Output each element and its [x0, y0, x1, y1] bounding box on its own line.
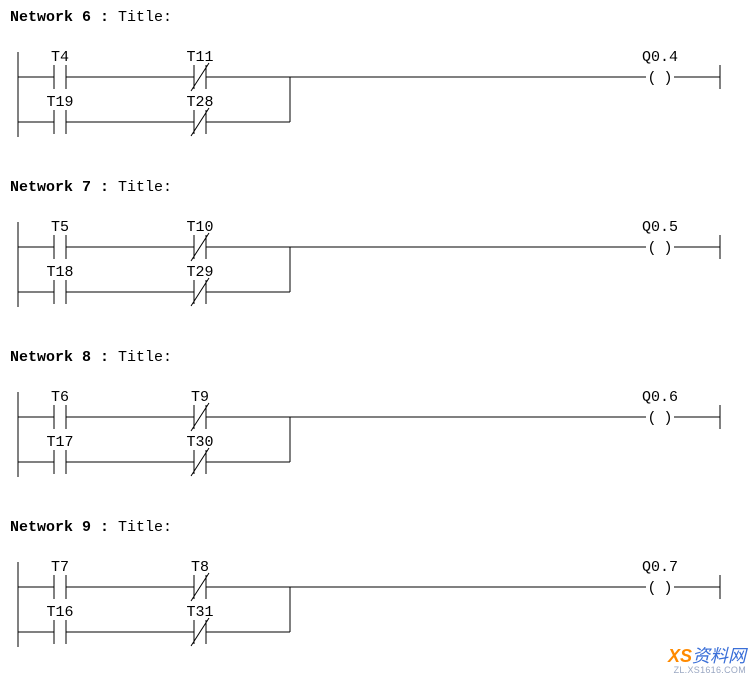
contact-label: T11 — [186, 49, 213, 66]
network-header: Network 7 : Title: — [10, 179, 172, 196]
coil-label: Q0.7 — [642, 559, 678, 576]
coil-open-paren: ( — [647, 240, 656, 257]
contact-label: T16 — [46, 604, 73, 621]
ladder-network: T4 T11 () Q0.4 T19 T28 — [0, 37, 754, 142]
contact-label: T4 — [51, 49, 69, 66]
coil-label: Q0.5 — [642, 219, 678, 236]
network-title-label: Title: — [109, 519, 172, 536]
contact-label: T8 — [191, 559, 209, 576]
network-title-label: Title: — [109, 9, 172, 26]
contact-label: T30 — [186, 434, 213, 451]
contact-label: T28 — [186, 94, 213, 111]
contact-label: T29 — [186, 264, 213, 281]
coil-close-paren: ) — [663, 70, 672, 87]
coil-open-paren: ( — [647, 410, 656, 427]
watermark-text: 资料网 — [692, 646, 746, 666]
network-bold-label: Network 6 : — [10, 9, 109, 26]
ladder-network: T6 T9 () Q0.6 T17 T30 — [0, 377, 754, 482]
watermark-url: ZL.XS1616.COM — [668, 666, 746, 675]
contact-label: T18 — [46, 264, 73, 281]
contact-label: T6 — [51, 389, 69, 406]
watermark-xs: XS — [668, 646, 692, 666]
network-header: Network 9 : Title: — [10, 519, 172, 536]
contact-label: T9 — [191, 389, 209, 406]
contact-label: T10 — [186, 219, 213, 236]
coil-label: Q0.4 — [642, 49, 678, 66]
coil-open-paren: ( — [647, 580, 656, 597]
contact-label: T31 — [186, 604, 213, 621]
network-bold-label: Network 9 : — [10, 519, 109, 536]
coil-close-paren: ) — [663, 410, 672, 427]
network-title-label: Title: — [109, 179, 172, 196]
ladder-network: T7 T8 () Q0.7 T16 T31 — [0, 547, 754, 652]
network-header: Network 6 : Title: — [10, 9, 172, 26]
contact-label: T5 — [51, 219, 69, 236]
network-bold-label: Network 7 : — [10, 179, 109, 196]
contact-label: T7 — [51, 559, 69, 576]
watermark: XS资料网 ZL.XS1616.COM — [668, 647, 746, 675]
network-title-label: Title: — [109, 349, 172, 366]
watermark-logo: XS资料网 — [668, 647, 746, 666]
coil-open-paren: ( — [647, 70, 656, 87]
contact-label: T17 — [46, 434, 73, 451]
contact-label: T19 — [46, 94, 73, 111]
coil-close-paren: ) — [663, 240, 672, 257]
coil-close-paren: ) — [663, 580, 672, 597]
ladder-network: T5 T10 () Q0.5 T18 T29 — [0, 207, 754, 312]
coil-label: Q0.6 — [642, 389, 678, 406]
network-header: Network 8 : Title: — [10, 349, 172, 366]
network-bold-label: Network 8 : — [10, 349, 109, 366]
